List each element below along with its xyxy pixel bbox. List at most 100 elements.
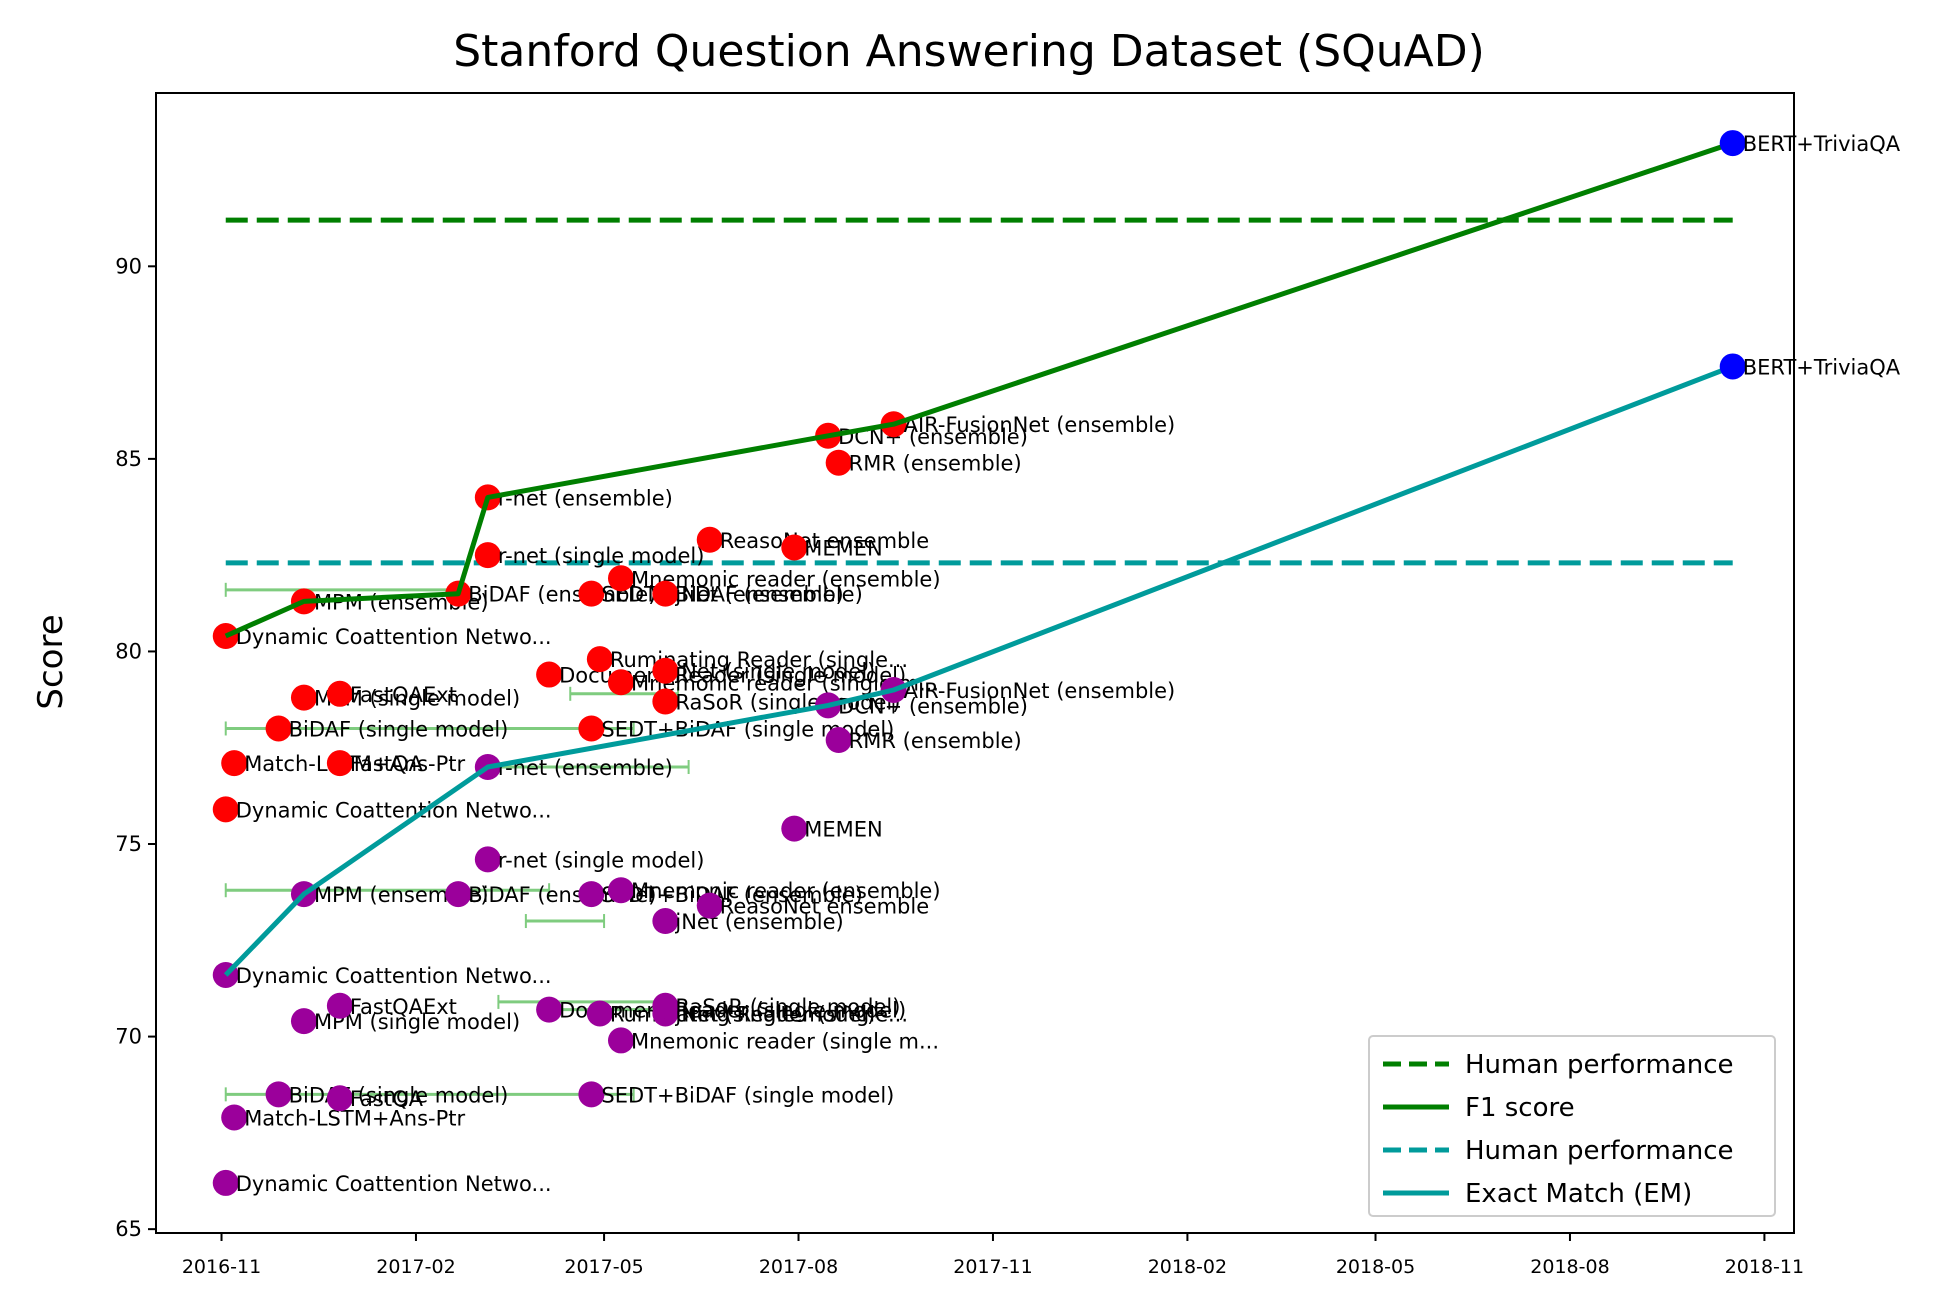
legend-label: Human performance [1465, 1050, 1734, 1080]
latest-point-label: BERT+TriviaQA [1743, 132, 1901, 156]
f1-point [696, 526, 723, 553]
plot-frame [155, 92, 1795, 1234]
em-point [290, 1008, 317, 1035]
f1-point-label: r-net (single model) [498, 544, 705, 568]
x-tick-label: 2018-11 [1725, 1256, 1804, 1278]
f1-point [536, 661, 563, 688]
f1-point-label: FastQAExt [350, 683, 457, 707]
em-point [652, 908, 679, 935]
em-point [536, 996, 563, 1023]
em-point [825, 727, 852, 754]
f1-point-label: ReasoNet ensemble [720, 529, 929, 553]
y-tick-label: 80 [115, 639, 142, 663]
em-point-label: RMR (ensemble) [849, 729, 1022, 753]
em-point [578, 1081, 605, 1108]
x-tick-label: 2017-11 [953, 1256, 1032, 1278]
f1-point [221, 750, 248, 777]
em-point [445, 881, 472, 908]
f1-point-label: Dynamic Coattention Netwo... [236, 625, 552, 649]
f1-point [781, 534, 808, 561]
f1-point [326, 750, 353, 777]
em-point [586, 1000, 613, 1027]
f1-point [586, 646, 613, 673]
latest-point [1719, 130, 1746, 157]
latest-point [1719, 353, 1746, 380]
em-point-label: MEMEN [804, 818, 882, 842]
f1-score-line [224, 140, 1734, 639]
f1-point-label: FastQA [350, 752, 424, 776]
em-point-label: RaSoR (single model) [675, 995, 900, 1019]
f1-point [652, 657, 679, 684]
f1-point-label: RMR (ensemble) [849, 452, 1022, 476]
f1-point-label: MEMEN [804, 536, 882, 560]
legend-label: F1 score [1465, 1093, 1575, 1123]
f1-point [652, 688, 679, 715]
em-point-label: Ruminating Reader (single... [610, 1002, 908, 1026]
x-tick-label: 2017-08 [759, 1256, 838, 1278]
f1-point [578, 580, 605, 607]
y-axis-label: Score [31, 614, 71, 709]
em-point-label: Mnemonic reader (single m... [631, 1029, 939, 1053]
f1-point [326, 680, 353, 707]
f1-point-label: jNet (single model) [674, 660, 875, 684]
em-point [265, 1081, 292, 1108]
plot-area: 65 70 75 80 85 90 2016-11 2017-02 2017-05 2017-08… [115, 130, 1901, 1278]
em-point-label: Dynamic Coattention Netwo... [236, 964, 552, 988]
legend-box [1368, 1035, 1776, 1217]
x-tick-label: 2018-08 [1530, 1256, 1609, 1278]
em-point-label: Match-LSTM+Ans-Ptr [244, 1106, 465, 1130]
em-point-label: jNet (single model) [674, 1002, 875, 1026]
y-tick-label: 70 [115, 1025, 142, 1049]
em-point [607, 1027, 634, 1054]
exact-match-line [223, 364, 1734, 977]
em-point-label: Document Reader (single model) [559, 999, 906, 1023]
em-point-label: Mnemonic reader (ensemble) [631, 879, 941, 903]
f1-point [652, 580, 679, 607]
x-tick-label: 2017-05 [564, 1256, 643, 1278]
em-point-label: FastQA [350, 1087, 424, 1111]
f1-point-label: Dynamic Coattention Netwo... [236, 798, 552, 822]
f1-point-label: Mnemonic reader (ensemble) [631, 567, 941, 591]
f1-point [825, 449, 852, 476]
em-point [607, 877, 634, 904]
f1-point [578, 715, 605, 742]
em-point-label: SEDT+BiDAF (ensemble) [601, 883, 862, 907]
y-tick-label: 85 [115, 447, 142, 471]
y-tick-label: 90 [115, 254, 142, 278]
f1-point-label: BiDAF (single model) [289, 717, 509, 741]
em-point [326, 992, 353, 1019]
y-tick-label: 75 [115, 832, 142, 856]
legend: Human performance F1 score Human performan… [1368, 1035, 1776, 1217]
f1-point-label: jNet (ensemble) [674, 583, 843, 607]
em-point-label: FastQAExt [350, 995, 457, 1019]
em-point [578, 881, 605, 908]
f1-point [607, 669, 634, 696]
latest-point-label: BERT+TriviaQA [1743, 355, 1901, 379]
em-point [781, 815, 808, 842]
x-tick-label: 2018-02 [1148, 1256, 1227, 1278]
em-point-label: r-net (single model) [498, 848, 705, 872]
em-point-label: Dynamic Coattention Netwo... [236, 1172, 552, 1196]
f1-point-label: SEDT+BiDAF (ensemble) [601, 583, 862, 607]
em-point [652, 992, 679, 1019]
em-point-label: ReasoNet ensemble [720, 895, 929, 919]
legend-label: Human performance [1465, 1136, 1734, 1166]
y-tick-label: 65 [115, 1217, 142, 1241]
f1-point [212, 796, 239, 823]
legend-label: Exact Match (EM) [1465, 1179, 1692, 1209]
em-point [221, 1104, 248, 1131]
em-point [696, 892, 723, 919]
f1-point [474, 542, 501, 569]
x-tick-label: 2016-11 [182, 1256, 261, 1278]
f1-point [265, 715, 292, 742]
em-point-label: AIR-FusionNet (ensemble) [904, 679, 1176, 703]
em-point [212, 1169, 239, 1196]
em-point [326, 1085, 353, 1112]
f1-point-label: Match-LSTM+Ans-Ptr [244, 752, 465, 776]
em-point [474, 846, 501, 873]
chart-title: Stanford Question Answering Dataset (SQu… [453, 26, 1485, 77]
em-point-label: BiDAF (single model) [289, 1083, 509, 1107]
f1-point [290, 684, 317, 711]
f1-point [607, 565, 634, 592]
